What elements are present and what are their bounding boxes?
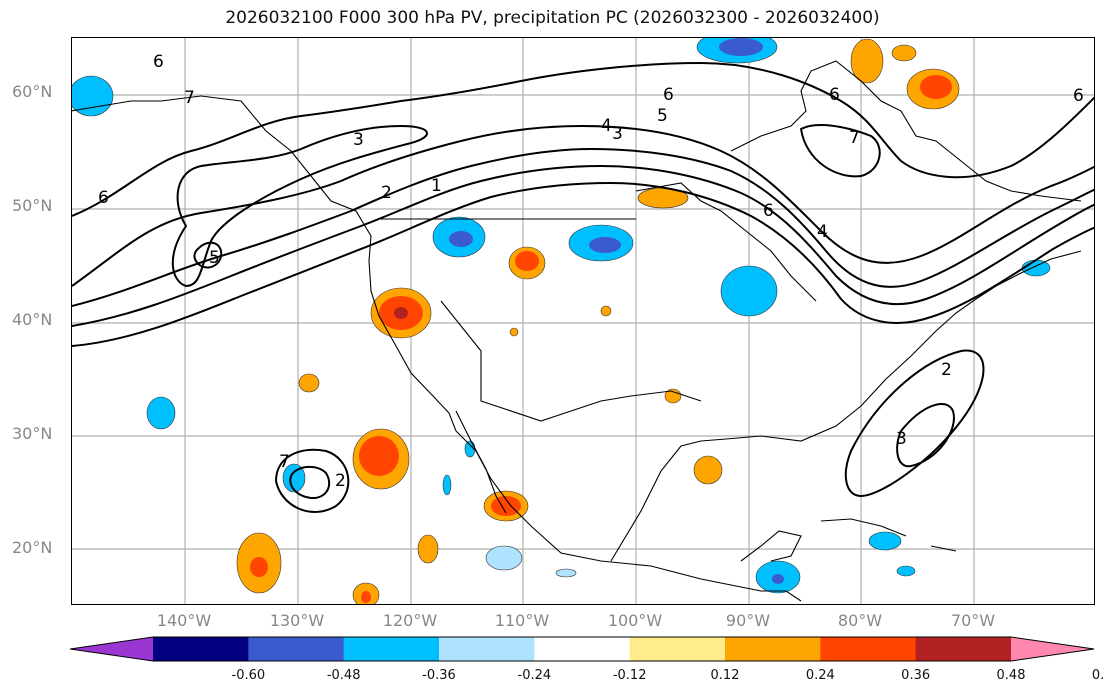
- contour-label: 6: [829, 85, 840, 105]
- colorbar-tick-label: 0.24: [805, 668, 835, 683]
- contour-label: 7: [849, 128, 860, 148]
- precip-blob-hudson: [850, 38, 884, 84]
- contour-label: 7: [184, 88, 195, 108]
- contour-label: 4: [601, 116, 612, 136]
- contour-label: 5: [209, 248, 220, 268]
- colorbar-tick-label: -0.36: [422, 668, 456, 683]
- map-title: 2026032100 F000 300 hPa PV, precipitatio…: [225, 8, 880, 28]
- precip-blob-hawaii-ne: [146, 396, 176, 430]
- colorbar-segment: [725, 637, 821, 661]
- colorbar-tick-label: -0.24: [517, 668, 552, 683]
- colorbar-extend-low: [70, 637, 153, 661]
- contour-label: 3: [896, 429, 907, 449]
- contour-label: 6: [1073, 86, 1084, 106]
- colorbar-tick-label: 0.48: [996, 668, 1026, 683]
- contour-label: 6: [663, 85, 674, 105]
- contour-label: 6: [153, 52, 164, 72]
- colorbar-tick-label: 0.12: [710, 668, 740, 683]
- lon-label-70w: 70°W: [950, 611, 996, 630]
- contour-label: 2: [381, 183, 392, 203]
- lon-label-80w: 80°W: [837, 611, 883, 630]
- colorbar-segment: [153, 637, 249, 661]
- contour-label: 2: [335, 471, 346, 491]
- contour-label: 4: [817, 222, 828, 242]
- precip-blob-gulf: [693, 455, 723, 485]
- contour-label: 7: [279, 452, 290, 472]
- contour-label: 6: [98, 188, 109, 208]
- contour-label: 5: [657, 106, 668, 126]
- colorbar-tick-label: 0.60: [1091, 668, 1105, 683]
- contour-label: 6: [763, 201, 774, 221]
- lon-label-120w: 120°W: [382, 611, 438, 630]
- lon-label-130w: 130°W: [269, 611, 325, 630]
- colorbar-segment: [629, 637, 726, 661]
- colorbar-segment: [820, 637, 917, 661]
- coastlines: [72, 60, 1082, 602]
- colorbar-segments: [70, 637, 1094, 661]
- precip-blob-iowa: [720, 265, 778, 317]
- precip-blob-pacific-blue: [282, 463, 306, 493]
- precip-blob-baja: [417, 534, 439, 564]
- lat-label-40n: 40°N: [12, 310, 53, 329]
- lat-label-60n: 60°N: [12, 82, 53, 101]
- colorbar-tick-label: 0.36: [901, 668, 931, 683]
- colorbar-segment: [248, 637, 345, 661]
- colorbar-tick-label: -0.12: [612, 668, 647, 683]
- colorbar-segment: [439, 637, 535, 661]
- lon-label-100w: 100°W: [607, 611, 663, 630]
- lat-label-30n: 30°N: [12, 424, 53, 443]
- gridlines: [72, 38, 1094, 604]
- colorbar-segment: [343, 637, 440, 661]
- contour-labels: 6 7 6 5 3 2 1 6 5 4 3 6 7 6 4 6 2 3 2 7: [98, 52, 1084, 491]
- lat-label-20n: 20°N: [12, 538, 53, 557]
- contour-label: 3: [353, 130, 364, 150]
- contour-label: 3: [612, 124, 623, 144]
- colorbar-segment: [534, 637, 631, 661]
- lon-label-140w: 140°W: [156, 611, 212, 630]
- map-canvas: 6 7 6 5 3 2 1 6 5 4 3 6 7 6 4 6 2 3 2 7: [72, 38, 1094, 604]
- colorbar-extend-high: [1011, 637, 1094, 661]
- colorbar-tick-label: -0.60: [231, 668, 266, 683]
- pv-contours: [72, 61, 1094, 513]
- precip-blob-offshore: [298, 373, 320, 393]
- colorbar-tick-label: -0.48: [326, 668, 361, 683]
- contour-label: 1: [431, 176, 442, 196]
- lon-label-90w: 90°W: [725, 611, 771, 630]
- precip-blob-cuba: [868, 531, 902, 551]
- colorbar: [70, 636, 1095, 662]
- colorbar-segment: [915, 637, 1012, 661]
- precip-anomaly-blobs: [72, 38, 1051, 604]
- lon-label-110w: 110°W: [494, 611, 550, 630]
- lat-label-50n: 50°N: [12, 196, 53, 215]
- map-panel: 6 7 6 5 3 2 1 6 5 4 3 6 7 6 4 6 2 3 2 7: [71, 37, 1095, 605]
- contour-label: 2: [941, 360, 952, 380]
